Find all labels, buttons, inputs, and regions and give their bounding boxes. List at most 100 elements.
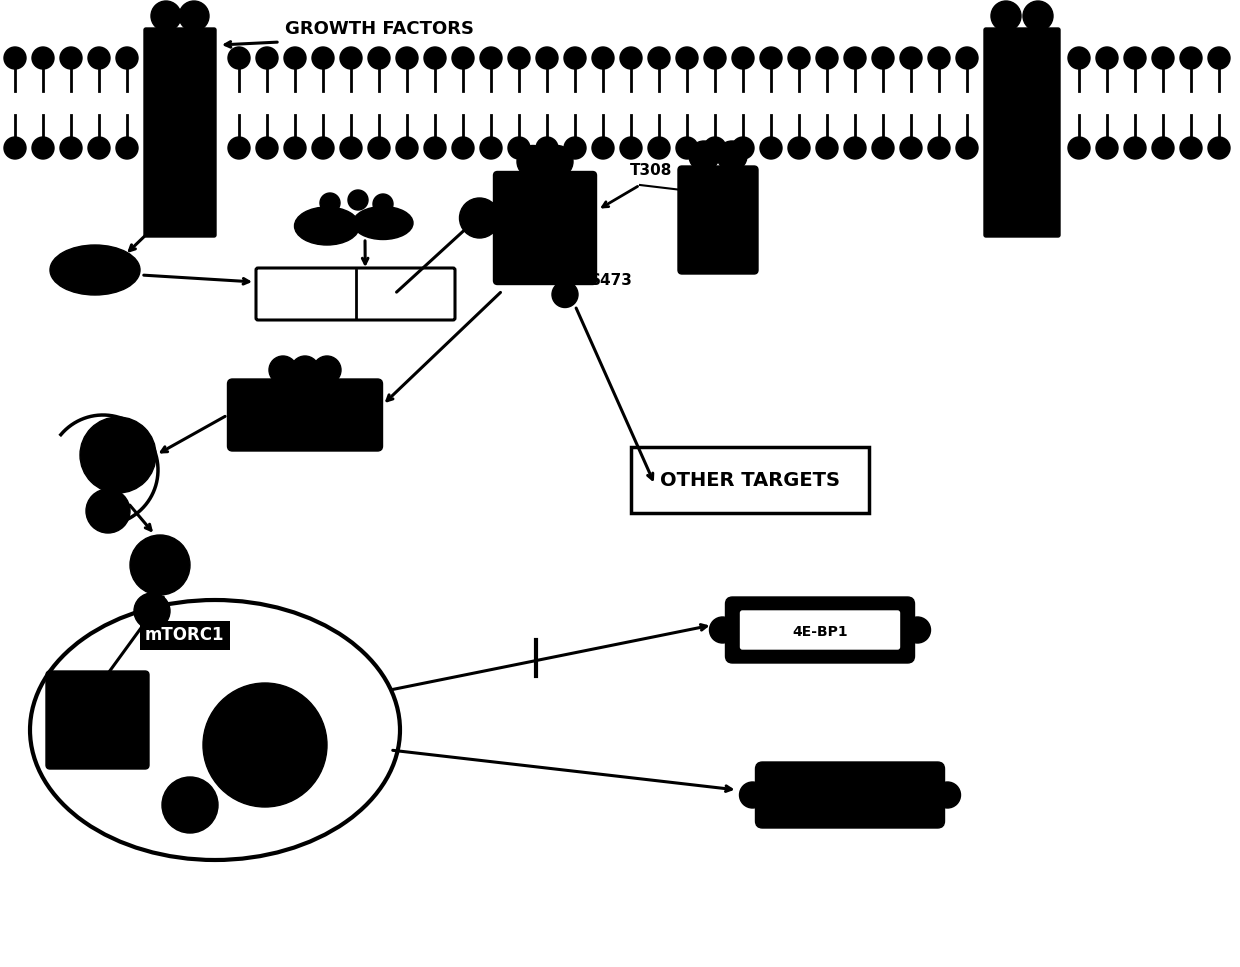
Circle shape — [787, 47, 810, 69]
Circle shape — [739, 782, 765, 808]
Circle shape — [340, 137, 362, 159]
Circle shape — [203, 683, 327, 807]
Circle shape — [760, 137, 782, 159]
Circle shape — [453, 47, 474, 69]
Circle shape — [564, 47, 587, 69]
Circle shape — [60, 47, 82, 69]
Circle shape — [32, 47, 55, 69]
Circle shape — [117, 137, 138, 159]
Circle shape — [460, 198, 500, 238]
Circle shape — [1180, 47, 1202, 69]
Circle shape — [732, 47, 754, 69]
Circle shape — [255, 137, 278, 159]
Circle shape — [1152, 137, 1174, 159]
Circle shape — [228, 47, 250, 69]
Circle shape — [4, 47, 26, 69]
Circle shape — [1208, 137, 1230, 159]
Circle shape — [255, 47, 278, 69]
Circle shape — [1123, 47, 1146, 69]
Text: OTHER TARGETS: OTHER TARGETS — [660, 471, 839, 489]
Circle shape — [649, 137, 670, 159]
FancyBboxPatch shape — [46, 671, 149, 769]
Circle shape — [1023, 1, 1053, 31]
Circle shape — [134, 593, 170, 629]
Circle shape — [689, 141, 719, 171]
Text: GROWTH FACTORS: GROWTH FACTORS — [285, 20, 474, 38]
Circle shape — [1152, 47, 1174, 69]
FancyBboxPatch shape — [227, 379, 382, 451]
Circle shape — [564, 137, 587, 159]
Circle shape — [787, 137, 810, 159]
Circle shape — [704, 47, 725, 69]
FancyBboxPatch shape — [985, 28, 1060, 237]
Circle shape — [1096, 47, 1118, 69]
Circle shape — [480, 47, 502, 69]
Circle shape — [373, 194, 393, 214]
Circle shape — [151, 1, 181, 31]
Circle shape — [732, 137, 754, 159]
Circle shape — [676, 137, 698, 159]
Circle shape — [312, 47, 334, 69]
Circle shape — [312, 356, 341, 384]
Circle shape — [320, 193, 340, 213]
Circle shape — [368, 137, 391, 159]
FancyBboxPatch shape — [255, 268, 455, 320]
FancyBboxPatch shape — [740, 611, 899, 649]
Circle shape — [508, 47, 529, 69]
Text: 4E-BP1: 4E-BP1 — [792, 625, 848, 639]
Circle shape — [517, 145, 549, 178]
Circle shape — [844, 47, 866, 69]
Circle shape — [649, 47, 670, 69]
Circle shape — [1068, 47, 1090, 69]
Text: S473: S473 — [590, 273, 632, 288]
Circle shape — [88, 137, 110, 159]
Circle shape — [816, 137, 838, 159]
Circle shape — [424, 137, 446, 159]
Circle shape — [340, 47, 362, 69]
Circle shape — [676, 47, 698, 69]
Circle shape — [4, 137, 26, 159]
Circle shape — [348, 190, 368, 210]
Circle shape — [717, 141, 746, 171]
Circle shape — [269, 356, 298, 384]
Circle shape — [453, 137, 474, 159]
Circle shape — [591, 47, 614, 69]
Circle shape — [130, 535, 190, 595]
FancyBboxPatch shape — [631, 447, 869, 513]
Circle shape — [872, 47, 894, 69]
Circle shape — [760, 47, 782, 69]
Circle shape — [396, 47, 418, 69]
Circle shape — [1208, 47, 1230, 69]
Ellipse shape — [353, 207, 413, 240]
Ellipse shape — [295, 207, 360, 245]
Circle shape — [928, 137, 950, 159]
Circle shape — [704, 137, 725, 159]
FancyBboxPatch shape — [494, 171, 596, 284]
Circle shape — [536, 137, 558, 159]
Circle shape — [228, 137, 250, 159]
Text: T308: T308 — [630, 163, 672, 178]
Circle shape — [1123, 137, 1146, 159]
Circle shape — [536, 47, 558, 69]
Circle shape — [179, 1, 210, 31]
Circle shape — [904, 617, 930, 643]
Circle shape — [816, 47, 838, 69]
Circle shape — [541, 145, 573, 178]
Circle shape — [424, 47, 446, 69]
Circle shape — [162, 777, 218, 833]
Circle shape — [900, 137, 923, 159]
Circle shape — [552, 281, 578, 308]
Circle shape — [844, 137, 866, 159]
Circle shape — [368, 47, 391, 69]
Circle shape — [620, 137, 642, 159]
Circle shape — [991, 1, 1021, 31]
Circle shape — [1096, 137, 1118, 159]
Circle shape — [620, 47, 642, 69]
Circle shape — [956, 47, 978, 69]
Ellipse shape — [50, 245, 140, 295]
FancyBboxPatch shape — [678, 166, 758, 274]
Circle shape — [291, 356, 319, 384]
Circle shape — [1180, 137, 1202, 159]
Circle shape — [956, 137, 978, 159]
Circle shape — [32, 137, 55, 159]
